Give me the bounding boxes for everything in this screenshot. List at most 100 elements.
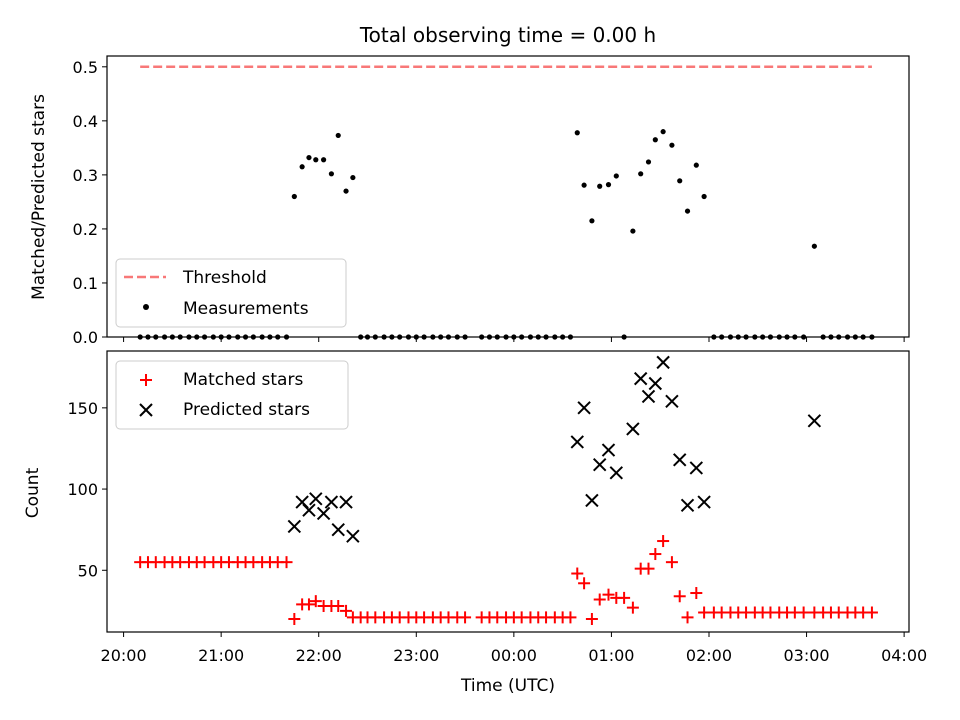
measurement-point	[638, 171, 644, 177]
measurement-point	[677, 178, 683, 184]
matched-star-point	[280, 556, 293, 569]
x-tick-label: 23:00	[393, 646, 439, 665]
measurement-point	[343, 188, 349, 194]
predicted-star-point	[346, 529, 360, 543]
top-y-tick-label: 0.4	[73, 112, 98, 131]
measurement-point	[597, 183, 603, 189]
x-tick-label: 22:00	[296, 646, 342, 665]
measurement-point	[645, 159, 652, 165]
matched-star-point	[642, 562, 655, 575]
measurement-point	[299, 164, 305, 170]
matched-star-point	[657, 535, 670, 548]
matched-star-point	[865, 606, 878, 619]
matched-star-point	[459, 611, 472, 624]
matched-star-point	[649, 548, 662, 561]
matched-star-point	[626, 601, 639, 614]
bottom-y-axis-label: Count	[23, 467, 43, 518]
predicted-star-point	[609, 466, 624, 480]
predicted-star-point	[665, 394, 679, 409]
matched-star-point	[690, 587, 703, 600]
x-tick-label: 03:00	[784, 646, 830, 665]
predicted-star-point	[339, 495, 353, 509]
measurement-point	[811, 243, 817, 249]
measurements-legend-swatch	[143, 304, 149, 310]
matched-star-point	[309, 595, 322, 608]
measurement-point	[581, 182, 587, 188]
predicted-star-point	[697, 495, 711, 509]
chart-title: Total observing time = 0.00 h	[359, 23, 656, 47]
measurement-point	[350, 174, 356, 181]
bottom-y-tick-label: 50	[78, 561, 98, 580]
matched-star-point	[571, 567, 584, 580]
predicted-star-point	[331, 522, 345, 537]
bottom-legend-entry-matched: Matched stars	[183, 370, 303, 390]
matched-star-point	[302, 598, 315, 611]
measurement-point	[613, 173, 619, 179]
matched-star-point	[585, 613, 598, 626]
top-legend-entry-threshold: Threshold	[182, 268, 267, 288]
predicted-legend-swatch	[139, 403, 153, 417]
matched-star-point	[288, 613, 301, 626]
predicted-star-point	[287, 519, 302, 534]
matched-star-point	[618, 591, 631, 604]
measurement-point	[652, 137, 658, 143]
measurement-point	[335, 132, 341, 139]
measurement-point	[306, 154, 312, 161]
measurement-point	[291, 193, 297, 200]
x-tick-label: 04:00	[881, 646, 927, 665]
measurement-point	[328, 171, 335, 177]
matched-star-point	[340, 604, 353, 617]
matched-star-point	[332, 600, 345, 613]
matched-star-point	[665, 556, 678, 569]
predicted-star-point	[648, 376, 663, 391]
bottom-legend: Matched stars Predicted stars	[115, 360, 349, 430]
matched-star-point	[673, 590, 686, 603]
top-legend: Threshold Measurements	[115, 258, 347, 328]
predicted-star-point	[570, 435, 584, 449]
top-y-axis-label: Matched/Predicted stars	[29, 94, 49, 300]
top-y-tick-label: 0.2	[73, 220, 98, 239]
measurement-point	[660, 129, 666, 135]
measurement-point	[605, 182, 612, 188]
x-tick-label: 02:00	[686, 646, 732, 665]
measurement-point	[693, 162, 699, 168]
predicted-star-point	[807, 414, 822, 428]
bottom-y-tick-label: 150	[67, 399, 98, 418]
top-plot-frame	[106, 55, 910, 338]
top-y-tick-label: 0.3	[73, 166, 98, 185]
measurement-point	[313, 157, 319, 163]
measurement-point	[701, 193, 707, 200]
top-y-tick-label: 0.0	[73, 328, 98, 347]
predicted-star-point	[641, 389, 656, 404]
matched-star-point	[578, 577, 591, 590]
predicted-star-point	[577, 401, 591, 415]
top-legend-entry-measurements: Measurements	[183, 299, 309, 319]
bottom-plot-frame	[106, 350, 910, 633]
predicted-star-point	[673, 453, 687, 467]
measurement-point	[589, 218, 595, 224]
predicted-star-point	[680, 498, 695, 513]
top-plot: 0.0 0.1 0.2 0.3 0.4 0.5 Matched/Predicted sta…	[29, 55, 910, 347]
measurement-point	[630, 228, 636, 234]
predicted-star-point	[585, 493, 599, 508]
x-axis-label: Time (UTC)	[460, 676, 555, 696]
predicted-star-point	[316, 506, 331, 521]
bottom-legend-entry-predicted: Predicted stars	[183, 400, 310, 420]
matched-star-point	[797, 606, 810, 619]
predicted-star-point	[309, 492, 323, 506]
measurement-point	[574, 130, 580, 136]
top-y-tick-label: 0.5	[73, 58, 98, 77]
predicted-star-point	[593, 457, 607, 472]
predicted-star-point	[626, 422, 640, 436]
matched-star-point	[602, 588, 615, 601]
matched-star-point	[564, 611, 577, 624]
top-y-tick-label: 0.1	[73, 274, 98, 293]
x-tick-label: 00:00	[491, 646, 537, 665]
bottom-y-tick-label: 100	[67, 480, 98, 499]
matched-star-point	[593, 593, 606, 606]
predicted-star-point	[302, 503, 316, 517]
bottom-plot: 50 100 150 20:00 21:00 22:00 23:00 00:00 01:00 02…	[23, 350, 927, 696]
measurement-point	[669, 142, 675, 148]
predicted-star-point	[689, 461, 704, 475]
